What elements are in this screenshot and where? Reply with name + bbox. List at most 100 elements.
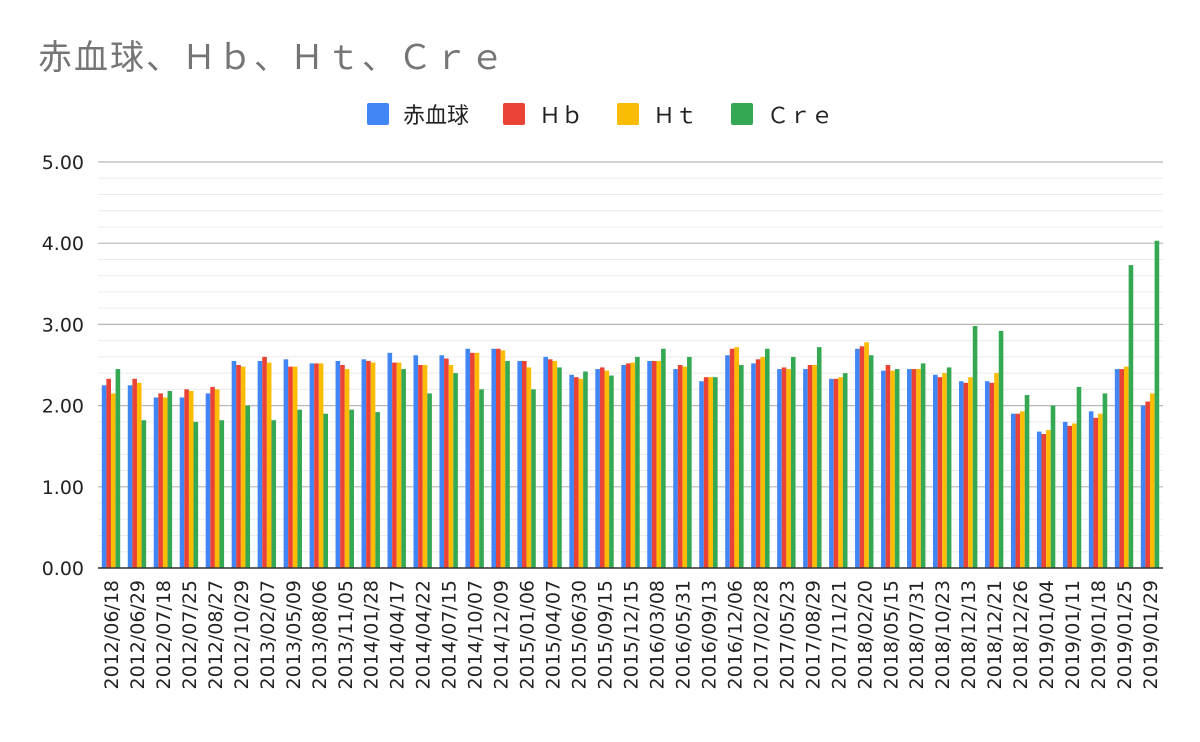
bar[interactable]: [786, 369, 791, 568]
bar[interactable]: [599, 367, 605, 568]
bar[interactable]: [682, 366, 688, 568]
bar[interactable]: [1010, 413, 1016, 568]
bar[interactable]: [401, 369, 406, 568]
bar[interactable]: [153, 397, 159, 568]
bar[interactable]: [1154, 240, 1160, 569]
bar[interactable]: [595, 369, 600, 568]
bar[interactable]: [552, 360, 558, 568]
bar[interactable]: [110, 393, 116, 568]
bar[interactable]: [885, 365, 891, 568]
bar[interactable]: [210, 386, 215, 568]
bar[interactable]: [257, 360, 263, 568]
bar[interactable]: [396, 362, 402, 568]
bar[interactable]: [127, 385, 133, 568]
bar[interactable]: [219, 420, 225, 568]
bar[interactable]: [777, 369, 782, 568]
bar[interactable]: [790, 356, 796, 568]
bar[interactable]: [1124, 366, 1129, 568]
bar[interactable]: [439, 355, 445, 568]
bar[interactable]: [496, 348, 501, 568]
bar[interactable]: [838, 377, 843, 568]
bar[interactable]: [881, 370, 886, 568]
bar[interactable]: [448, 365, 454, 568]
bar[interactable]: [292, 366, 298, 568]
bar[interactable]: [1020, 411, 1025, 568]
bar[interactable]: [625, 363, 631, 568]
bar[interactable]: [604, 370, 610, 568]
bar[interactable]: [1098, 413, 1103, 568]
bar[interactable]: [366, 360, 371, 568]
bar[interactable]: [262, 356, 267, 568]
bar[interactable]: [387, 352, 393, 568]
bar[interactable]: [392, 362, 397, 568]
bar[interactable]: [505, 360, 510, 568]
bar[interactable]: [340, 365, 345, 568]
bar[interactable]: [916, 369, 921, 568]
bar[interactable]: [162, 397, 168, 568]
bar[interactable]: [309, 363, 315, 568]
bar[interactable]: [958, 381, 964, 568]
bar[interactable]: [864, 342, 869, 568]
bar[interactable]: [920, 363, 926, 568]
bar[interactable]: [1050, 405, 1056, 568]
bar[interactable]: [557, 367, 562, 568]
bar[interactable]: [205, 393, 211, 568]
bar[interactable]: [375, 412, 380, 568]
bar[interactable]: [583, 371, 588, 568]
bar[interactable]: [491, 348, 497, 568]
bar[interactable]: [106, 378, 111, 568]
bar[interactable]: [630, 362, 636, 568]
bar[interactable]: [1072, 423, 1077, 568]
bar[interactable]: [677, 365, 683, 568]
bar[interactable]: [725, 355, 730, 568]
bar[interactable]: [1036, 431, 1042, 568]
bar[interactable]: [318, 363, 324, 568]
bar[interactable]: [132, 378, 137, 568]
bar[interactable]: [136, 382, 142, 568]
bar[interactable]: [739, 365, 744, 568]
bar[interactable]: [444, 358, 449, 568]
bar[interactable]: [713, 377, 718, 568]
bar[interactable]: [989, 382, 995, 568]
bar[interactable]: [349, 409, 354, 568]
bar[interactable]: [687, 356, 692, 568]
bar[interactable]: [1088, 411, 1094, 568]
bar[interactable]: [842, 373, 848, 568]
bar[interactable]: [1145, 401, 1151, 568]
bar[interactable]: [271, 420, 277, 568]
bar[interactable]: [734, 347, 740, 568]
bar[interactable]: [907, 369, 912, 568]
bar[interactable]: [314, 363, 319, 568]
bar[interactable]: [266, 362, 272, 568]
bar[interactable]: [500, 350, 506, 568]
bar[interactable]: [245, 405, 251, 568]
bar[interactable]: [214, 389, 220, 568]
bar[interactable]: [158, 393, 163, 568]
bar[interactable]: [231, 360, 237, 568]
bar[interactable]: [963, 382, 969, 568]
bar[interactable]: [751, 363, 756, 568]
bar[interactable]: [946, 367, 952, 568]
bar[interactable]: [760, 356, 765, 568]
bar[interactable]: [1128, 265, 1134, 568]
bar[interactable]: [1093, 417, 1099, 568]
bar[interactable]: [755, 359, 761, 568]
bar[interactable]: [803, 369, 808, 568]
bar[interactable]: [297, 409, 303, 568]
bar[interactable]: [1150, 393, 1155, 568]
bar[interactable]: [812, 365, 817, 568]
bar[interactable]: [998, 330, 1004, 568]
bar[interactable]: [708, 377, 714, 568]
bar[interactable]: [968, 377, 973, 568]
bar[interactable]: [193, 421, 199, 568]
bar[interactable]: [937, 377, 943, 568]
bar[interactable]: [933, 374, 938, 568]
bar[interactable]: [188, 390, 194, 568]
bar[interactable]: [994, 373, 999, 568]
bar[interactable]: [361, 359, 367, 568]
bar[interactable]: [115, 369, 121, 568]
bar[interactable]: [517, 360, 522, 568]
bar[interactable]: [323, 413, 328, 568]
bar[interactable]: [167, 390, 173, 568]
bar[interactable]: [1102, 393, 1108, 568]
